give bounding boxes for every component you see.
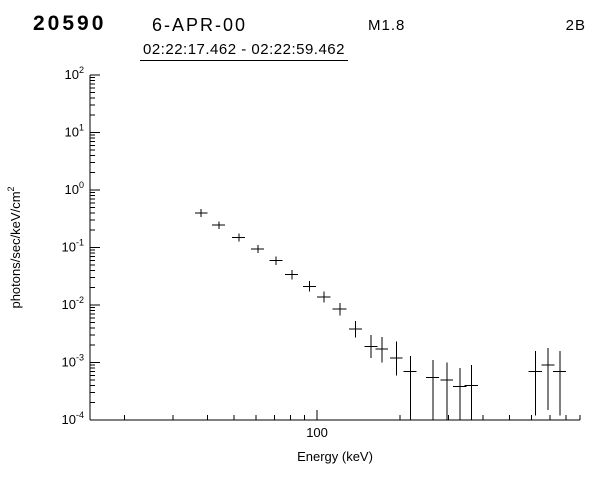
ticks bbox=[90, 74, 581, 421]
y-tick-label: 102 bbox=[65, 65, 84, 82]
x-axis-label: Energy (keV) bbox=[297, 449, 373, 464]
xray-class-label: M1.8 bbox=[368, 17, 406, 34]
axes bbox=[89, 75, 580, 421]
data-points bbox=[194, 208, 567, 420]
flare-date: 6-APR-00 bbox=[152, 15, 248, 35]
time-range-label: 02:22:17.462 - 02:22:59.462 bbox=[140, 41, 348, 61]
flare-number: 20590 bbox=[33, 12, 107, 35]
y-tick-label: 10-3 bbox=[62, 353, 84, 370]
tick-labels: 102 101 100 10-1 10-2 10-3 10-4 100 bbox=[62, 65, 328, 440]
x-tick-label: 100 bbox=[306, 425, 328, 440]
y-tick-label: 100 bbox=[65, 180, 84, 197]
y-axis-label: photons/sec/keV/cm2 bbox=[6, 186, 23, 308]
y-tick-label: 10-2 bbox=[62, 295, 84, 312]
y-tick-label: 10-1 bbox=[62, 238, 84, 255]
y-tick-label: 10-4 bbox=[62, 410, 84, 427]
axis-titles: Energy (keV) photons/sec/keV/cm2 bbox=[6, 186, 373, 464]
y-tick-label: 101 bbox=[65, 123, 84, 140]
optical-class-label: 2B bbox=[565, 17, 586, 34]
